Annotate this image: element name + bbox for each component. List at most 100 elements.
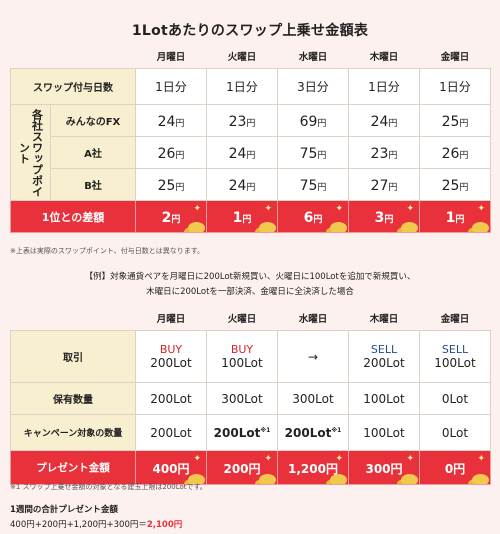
diff-row: 1位との差額 2円 ✦ 1円 ✦ 6円 ✦ 3円 ✦ 1円 ✦	[10, 200, 491, 233]
swap-row-b: B社 25円 24円 75円 27円 25円	[11, 168, 491, 201]
arrow-right-icon: →	[307, 349, 319, 364]
diff-cell: 1円 ✦	[419, 200, 491, 233]
company-name: B社	[50, 168, 136, 201]
coin-icon	[259, 474, 276, 484]
present-label: プレゼント金額	[10, 450, 136, 485]
company-name: A社	[50, 136, 136, 169]
page-title: 1Lotあたりのスワップ上乗せ金額表	[131, 23, 369, 39]
coin-icon	[330, 474, 347, 484]
present-cell: 400円 ✦	[135, 450, 207, 485]
campaign-label: キャンペーン対象の数量	[10, 414, 136, 451]
swap-cell: 69円	[277, 104, 349, 137]
hold-row: 保有数量 200Lot 300Lot 300Lot 100Lot 0Lot	[10, 382, 491, 415]
swap-cell: 25円	[419, 168, 491, 201]
swap-cell: 25円	[135, 168, 207, 201]
trade-cell: BUY 100Lot	[206, 330, 278, 383]
coin-icon	[188, 474, 205, 484]
swap-cell: 25円	[419, 104, 491, 137]
trade-cell: BUY 200Lot	[135, 330, 207, 383]
day-header-row: 月曜日 火曜日 水曜日 木曜日 金曜日	[11, 44, 491, 69]
sparkle-icon: ✦	[335, 204, 343, 214]
campaign-cell: 200Lot	[135, 414, 207, 451]
swap-cell: 75円	[277, 136, 349, 169]
day-mon: 月曜日	[156, 314, 186, 325]
campaign-cell: 200Lot※1	[277, 414, 349, 451]
coin-icon	[188, 222, 205, 232]
day-header-row-2: 月曜日 火曜日 水曜日 木曜日 金曜日	[11, 306, 491, 331]
hold-cell: 0Lot	[419, 382, 491, 415]
total-label: 1週間の合計プレゼント金額	[10, 505, 118, 515]
campaign-cell: 100Lot	[348, 414, 420, 451]
campaign-cell: 0Lot	[419, 414, 491, 451]
present-table: 月曜日 火曜日 水曜日 木曜日 金曜日 取引 BUY 200Lot BUY 100L…	[10, 306, 491, 485]
day-thu: 木曜日	[369, 314, 399, 325]
campaign-cell: 200Lot※1	[206, 414, 278, 451]
total-line: 400円+200円+1,200円+300円＝2,100円	[10, 518, 182, 530]
day-wed: 水曜日	[298, 314, 328, 325]
present-cell: 0円 ✦	[419, 450, 491, 485]
note-campaign: ※1 スワップ上乗せ金額の対象となる建玉上限は200Lotです。	[10, 483, 207, 491]
diff-cell: 2円 ✦	[135, 200, 207, 233]
grant-days-cell: 1日分	[135, 68, 207, 105]
diff-cell: 3円 ✦	[348, 200, 420, 233]
swap-cell: 23円	[348, 136, 420, 169]
grant-days-cell: 1日分	[206, 68, 278, 105]
company-name: みんなのFX	[50, 104, 136, 137]
sparkle-icon: ✦	[193, 204, 201, 214]
swap-row-minna: 各社スワップポイント みんなのFX 24円 23円 69円 24円 25円	[10, 104, 491, 201]
sparkle-icon: ✦	[477, 204, 485, 214]
grant-days-cell: 1日分	[348, 68, 420, 105]
day-tue: 火曜日	[227, 52, 257, 63]
diff-label: 1位との差額	[10, 200, 136, 233]
swap-cell: 26円	[135, 136, 207, 169]
sparkle-icon: ✦	[406, 454, 414, 464]
total-formula: 400円+200円+1,200円+300円＝	[10, 520, 147, 530]
sparkle-icon: ✦	[264, 454, 272, 464]
present-cell: 300円 ✦	[348, 450, 420, 485]
swap-cell: 24円	[348, 104, 420, 137]
day-wed: 水曜日	[298, 52, 328, 63]
diff-cell: 6円 ✦	[277, 200, 349, 233]
sparkle-icon: ✦	[406, 204, 414, 214]
footnote-mark: ※1	[260, 426, 271, 434]
example-line-2: 木曜日に200Lotを一部決済、金曜日に全決済した場合	[146, 287, 354, 297]
total-value: 2,100円	[146, 520, 183, 530]
grant-days-cell: 1日分	[419, 68, 491, 105]
trade-cell: →	[277, 330, 349, 383]
hold-label: 保有数量	[10, 382, 136, 415]
coin-icon	[401, 222, 418, 232]
example-line-1: 【例】対象通貨ペアを月曜日に200Lot新規買い、火曜日に100Lotを追加で新…	[84, 272, 416, 282]
note-swap: ※上表は実際のスワップポイント、付与日数とは異なります。	[10, 247, 205, 255]
trade-label: 取引	[10, 330, 136, 383]
swap-cell: 27円	[348, 168, 420, 201]
swap-cell: 26円	[419, 136, 491, 169]
coin-icon	[472, 222, 489, 232]
trade-cell: SELL 200Lot	[348, 330, 420, 383]
hold-cell: 300Lot	[277, 382, 349, 415]
hold-cell: 100Lot	[348, 382, 420, 415]
sparkle-icon: ✦	[193, 454, 201, 464]
day-fri: 金曜日	[440, 52, 470, 63]
day-mon: 月曜日	[156, 52, 186, 63]
hold-cell: 300Lot	[206, 382, 278, 415]
trade-row: 取引 BUY 200Lot BUY 100Lot → SELL 200Lot SELL…	[10, 330, 491, 383]
grant-days-cell: 3日分	[277, 68, 349, 105]
swap-cell: 24円	[135, 104, 207, 137]
day-fri: 金曜日	[440, 314, 470, 325]
grant-days-row: スワップ付与日数 1日分 1日分 3日分 1日分 1日分	[10, 68, 491, 105]
campaign-row: キャンペーン対象の数量 200Lot 200Lot※1 200Lot※1 100…	[10, 414, 491, 451]
coin-icon	[401, 474, 418, 484]
trade-cell: SELL 100Lot	[419, 330, 491, 383]
present-cell: 200円 ✦	[206, 450, 278, 485]
sparkle-icon: ✦	[335, 454, 343, 464]
coin-icon	[472, 474, 489, 484]
footnote-mark: ※1	[331, 426, 342, 434]
swap-cell: 23円	[206, 104, 278, 137]
sparkle-icon: ✦	[264, 204, 272, 214]
swap-cell: 75円	[277, 168, 349, 201]
swap-cell: 24円	[206, 136, 278, 169]
swap-table: 月曜日 火曜日 水曜日 木曜日 金曜日 スワップ付与日数 1日分 1日分 3日分…	[10, 44, 491, 233]
coin-icon	[259, 222, 276, 232]
coin-icon	[330, 222, 347, 232]
swap-cell: 24円	[206, 168, 278, 201]
